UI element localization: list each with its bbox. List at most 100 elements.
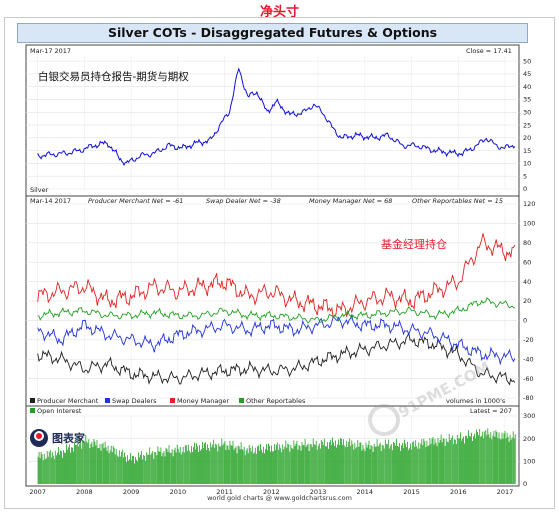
price-y-tick: 10 [523,160,531,168]
oi-bar [240,442,242,484]
oi-bar [424,441,426,484]
oi-bar [499,438,501,484]
oi-bar [452,444,454,484]
watermark-icon [368,404,400,436]
legend-producer: Producer Merchant [37,397,99,405]
oi-bar [389,445,391,484]
oi-bar [179,446,181,484]
oi-bar [434,438,436,484]
oi-bar [196,443,197,484]
oi-bar [387,439,389,484]
oi-bar [427,446,429,484]
oi-bar [444,446,446,484]
oi-bar [348,441,350,484]
oi-bar [152,451,154,484]
oi-bar [489,437,491,484]
oi-bar [140,454,141,484]
oi-bar [260,444,261,484]
oi-bar [143,455,145,484]
oi-bar [417,448,419,484]
oi-bar [355,448,357,484]
oi-bar [148,454,150,484]
oi-bar [89,448,91,484]
cot-y-tick: 120 [523,200,535,208]
oi-bar [118,450,120,484]
oi-bar [286,447,288,484]
oi-bar [192,452,193,484]
oi-bar [428,445,430,484]
oi-bar [378,444,380,484]
oi-bar [79,444,81,484]
oi-bar [396,438,397,484]
oi-bar [164,456,166,484]
oi-bar [361,450,363,484]
oi-bar [465,435,466,484]
oi-bar [298,445,300,484]
oi-bar [200,450,201,484]
oi-bar [418,442,420,484]
oi-bar [211,447,213,484]
oi-bar [132,456,133,484]
cot-y-tick: 40 [523,278,531,286]
oi-bar [116,455,118,484]
oi-bar [488,434,490,484]
oi-bar [96,439,98,484]
oi-bar [454,439,456,484]
oi-bar [253,452,255,484]
oi-bar [477,431,478,484]
oi-bar [210,442,212,484]
swap-dealers-line [37,313,516,366]
oi-bar [336,447,337,484]
oi-bar [360,442,362,484]
oi-bar [76,444,78,484]
other-reportables-line [37,297,515,324]
oi-bar [144,455,146,484]
oi-bar [290,444,292,484]
price-y-tick: 35 [523,96,531,104]
oi-bar [225,450,227,484]
oi-bar [135,456,136,484]
oi-bar [307,443,309,484]
oi-bar [423,438,425,484]
oi-bar [388,448,390,484]
oi-bar [400,450,401,484]
oi-bar [476,429,477,484]
oi-bar [429,438,431,484]
oi-bar [412,442,414,484]
oi-bar [137,461,138,484]
oi-bar [193,447,194,484]
cot-y-tick: 0 [523,317,527,325]
oi-bar [447,442,449,484]
oi-y-tick: 100 [523,458,535,466]
oi-bar [356,446,358,484]
oi-bar [514,434,516,484]
x-tick-label: 2009 [123,488,140,496]
price-y-tick: 50 [523,57,531,65]
oi-bar [141,450,142,484]
oi-bar [221,438,223,484]
oi-bar [303,445,305,484]
legend-other: Other Reportables [246,397,306,405]
oi-bar [151,452,153,484]
oi-bar [233,449,235,484]
oi-bar [178,452,180,484]
oi-bar [81,448,83,484]
oi-bar [512,431,514,484]
oi-bar [385,443,387,484]
oi-latest: Latest = 207 [470,407,512,415]
oi-bar [503,433,505,484]
oi-bar [207,444,208,484]
oi-bar [208,448,209,484]
oi-bar [158,451,160,484]
oi-bar [472,441,473,484]
oi-bar [347,446,349,484]
oi-bar [54,450,56,484]
x-tick-label: 2014 [357,488,374,496]
oi-bar [494,436,496,484]
legend-swap: Swap Dealers [112,397,157,405]
oi-bar [127,455,128,484]
oi-bar [49,450,51,484]
oi-bar [501,432,503,484]
oi-bar [342,444,343,484]
price-y-tick: 40 [523,83,531,91]
